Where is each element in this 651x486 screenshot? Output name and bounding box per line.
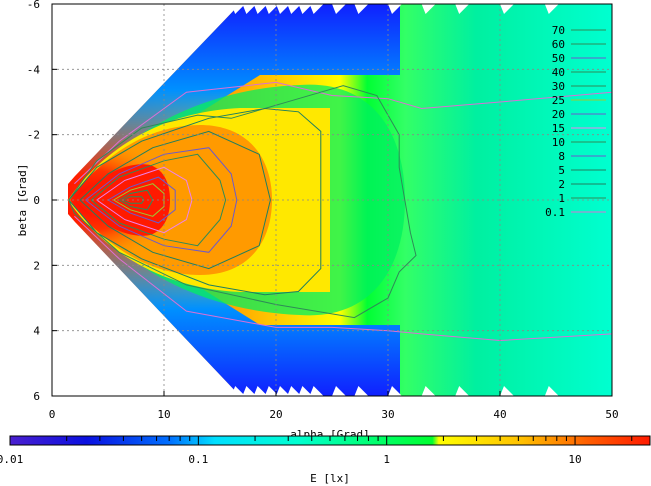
grid [52,4,612,396]
y-tick-label: -2 [27,129,40,142]
boundary-tooth-bottom [276,386,290,396]
contour-line [68,85,417,319]
boundary-tooth-top [455,4,470,14]
boundary-tooth-top [231,4,246,14]
legend-label: 1 [558,192,565,205]
boundary-tooth-bottom [298,386,313,396]
x-axis-ticks: 0 10 20 30 40 50 [49,391,619,421]
colorbar-label: E [lx] [310,472,350,485]
boundary-tooth-top [354,4,369,14]
boundary-tooth-top [253,4,268,14]
boundary-tooth-top [500,4,514,14]
contour-line [79,130,271,270]
legend-label: 20 [552,108,565,121]
y-tick-label: 0 [33,194,40,207]
colorbar-tick-label: 0.01 [0,453,23,466]
y-tick-label: -4 [27,63,41,76]
contour-line [90,153,227,247]
legend-label: 0.1 [545,206,565,219]
x-tick-label: 40 [493,408,506,421]
x-tick-label: 50 [605,408,618,421]
contour-line [85,147,238,253]
boundary-tooth-top [276,4,290,14]
y-tick-label: 4 [33,325,40,338]
boundary-tooth-top [287,4,302,14]
boundary-tooth-bottom [264,386,279,396]
contour-line [74,215,612,342]
legend-label: 70 [552,24,565,37]
boundary-tooth-top [388,4,402,14]
colorbar-tick-label: 0.1 [188,453,208,466]
y-axis-label: beta [Grad] [16,164,29,237]
boundary-tooth-bottom [544,386,559,396]
boundary-tooth-top [544,4,559,14]
legend-label: 25 [552,94,565,107]
boundary-tooth-top [298,4,313,14]
boundary-tooth-top [421,4,436,14]
contour-lines [68,81,612,342]
boundary-tooth-bottom [421,386,436,396]
colorbar: 0.01 0.1 1 10 E [lx] [0,435,651,485]
boundary-tooth-top [309,4,324,14]
legend-label: 40 [552,66,565,79]
x-tick-label: 10 [157,408,170,421]
legend-label: 2 [558,178,565,191]
y-tick-label: 2 [33,259,40,272]
legend-label: 10 [552,136,565,149]
x-tick-label: 20 [269,408,282,421]
x-tick-label: 0 [49,408,56,421]
legend-label: 8 [558,150,565,163]
plot-area [68,4,612,396]
boundary-tooth-bottom [287,386,302,396]
x-tick-label: 30 [381,408,394,421]
boundary-tooth-bottom [309,386,324,396]
legend-label: 30 [552,80,565,93]
y-tick-label: 6 [33,390,40,403]
boundary-tooth-top [242,4,257,14]
y-tick-label: -6 [27,0,40,11]
boundary-tooth-bottom [455,386,470,396]
boundary-tooth-top [264,4,279,14]
legend-label: 60 [552,38,565,51]
boundary-tooth-bottom [242,386,257,396]
legend-label: 5 [558,164,565,177]
boundary-tooth-bottom [253,386,268,396]
boundary-tooth-bottom [332,386,346,396]
boundary-tooth-bottom [500,386,514,396]
colorbar-tick-label: 10 [568,453,581,466]
legend-label: 50 [552,52,565,65]
boundary-tooth-bottom [231,386,246,396]
colorbar-ticks: 0.01 0.1 1 10 [0,436,633,466]
boundary-tooth-bottom [354,386,369,396]
contour-line [74,81,612,185]
contour-line [107,176,176,224]
legend-label: 15 [552,122,565,135]
boundary-tooth-top [332,4,346,14]
y-axis-ticks: -6 -4 -2 0 2 4 6 [27,0,57,403]
measurement-boundary [231,4,559,396]
colorbar-tick-label: 1 [383,453,390,466]
boundary-tooth-bottom [388,386,402,396]
contour-line [68,107,322,296]
